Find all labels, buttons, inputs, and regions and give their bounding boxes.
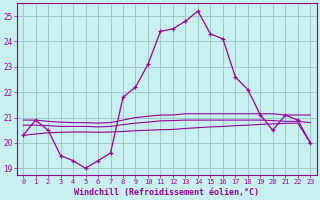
X-axis label: Windchill (Refroidissement éolien,°C): Windchill (Refroidissement éolien,°C) — [74, 188, 259, 197]
